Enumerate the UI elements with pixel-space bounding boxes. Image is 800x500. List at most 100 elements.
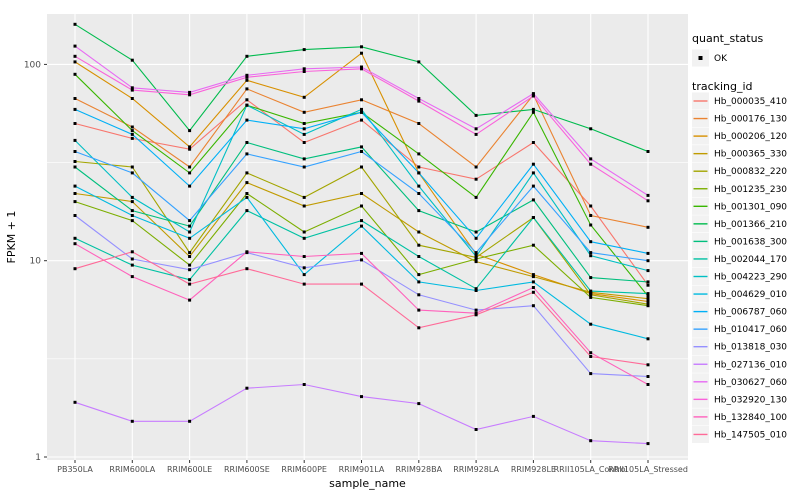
legend-entry-label: Hb_002044_170: [714, 255, 787, 265]
data-point: [360, 395, 363, 399]
legend-entry-label: Hb_001235_230: [714, 185, 787, 195]
legend-title-quant-status: quant_status: [692, 32, 764, 45]
data-point: [360, 110, 363, 114]
data-point: [130, 419, 134, 423]
data-point: [531, 110, 535, 114]
legend-title-tracking-id: tracking_id: [692, 80, 753, 93]
x-tick-label: RRIM928BA: [395, 465, 442, 474]
data-point: [302, 67, 306, 71]
plot-panel: [47, 14, 688, 460]
data-point: [188, 90, 192, 94]
legend-entry-label: Hb_001301_090: [714, 202, 787, 212]
x-tick-label: RRIM600LA: [109, 465, 155, 474]
data-point: [360, 65, 363, 69]
data-point: [417, 99, 421, 103]
data-point: [474, 428, 478, 431]
data-point: [188, 278, 192, 282]
legend: quant_status OK tracking_id Hb_000035_410 Hb…: [692, 32, 787, 443]
data-point: [245, 118, 249, 122]
data-point: [302, 157, 306, 161]
data-point: [417, 60, 421, 64]
data-point: [646, 337, 650, 341]
data-point: [130, 195, 134, 199]
data-point: [474, 230, 478, 234]
legend-entry-label: Hb_000365_330: [714, 150, 787, 160]
data-point: [188, 230, 192, 234]
data-point: [73, 200, 77, 204]
data-point: [360, 258, 363, 262]
data-point: [188, 219, 192, 223]
data-point: [589, 372, 593, 376]
data-point: [360, 150, 363, 153]
data-point: [474, 251, 478, 255]
data-point: [130, 129, 134, 133]
data-point: [474, 311, 478, 315]
data-point: [245, 103, 249, 107]
legend-entry-label: Hb_000206_120: [714, 132, 787, 142]
data-point: [589, 162, 593, 166]
legend-entry-Hb_001366_210: Hb_001366_210: [692, 215, 787, 233]
data-point: [245, 192, 249, 195]
data-point: [646, 269, 650, 273]
data-point: [188, 419, 192, 423]
legend-entry-Hb_001301_090: Hb_001301_090: [692, 197, 787, 215]
data-point: [360, 282, 363, 286]
data-point: [646, 375, 650, 378]
data-point: [73, 60, 77, 64]
legend-entry-label: Hb_001366_210: [714, 220, 787, 230]
data-point: [589, 214, 593, 217]
data-point: [73, 44, 77, 48]
legend-entry-label: Hb_132840_100: [714, 413, 787, 423]
data-point: [188, 145, 192, 149]
data-point: [245, 181, 249, 185]
data-point: [417, 184, 421, 188]
data-point: [360, 145, 363, 149]
data-point: [531, 273, 535, 277]
data-point: [646, 225, 650, 229]
data-point: [188, 147, 192, 151]
data-point: [73, 22, 77, 26]
data-point: [360, 192, 363, 195]
data-point: [360, 219, 363, 223]
data-point: [646, 442, 650, 446]
data-point: [360, 204, 363, 208]
data-point: [130, 125, 134, 129]
legend-entry-label: Hb_013818_030: [714, 343, 787, 353]
legend-entry-Hb_004223_290: Hb_004223_290: [692, 268, 787, 285]
data-point: [73, 400, 77, 404]
data-point: [302, 255, 306, 258]
legend-entry-Hb_000206_120: Hb_000206_120: [692, 127, 787, 145]
data-point: [245, 152, 249, 156]
data-point: [589, 204, 593, 208]
data-point: [302, 282, 306, 286]
data-point: [245, 171, 249, 175]
data-points: [73, 22, 650, 446]
data-point: [130, 58, 134, 62]
data-point: [302, 236, 306, 240]
data-point: [130, 209, 134, 213]
data-point: [302, 204, 306, 208]
data-point: [245, 98, 249, 102]
data-point: [302, 95, 306, 99]
legend-entry-label: Hb_032920_130: [714, 395, 787, 405]
data-point: [474, 195, 478, 199]
data-point: [646, 292, 650, 296]
legend-entry-label: Hb_004223_290: [714, 273, 787, 283]
data-point: [646, 193, 650, 197]
data-point: [417, 97, 421, 100]
data-point: [188, 236, 192, 240]
legend-entry-label: Hb_147505_010: [714, 430, 787, 440]
data-point: [73, 160, 77, 163]
x-tick-label: RRIM928LE: [511, 465, 556, 474]
data-point: [474, 127, 478, 131]
data-point: [245, 195, 249, 199]
x-tick-label: RRIM600SE: [224, 465, 270, 474]
data-point: [417, 243, 421, 247]
legend-entry-label: Hb_004629_010: [714, 290, 787, 300]
data-point: [646, 300, 650, 303]
data-point: [589, 351, 593, 355]
data-point: [589, 322, 593, 326]
data-point: [589, 127, 593, 131]
y-tick-label: 10: [30, 257, 42, 267]
